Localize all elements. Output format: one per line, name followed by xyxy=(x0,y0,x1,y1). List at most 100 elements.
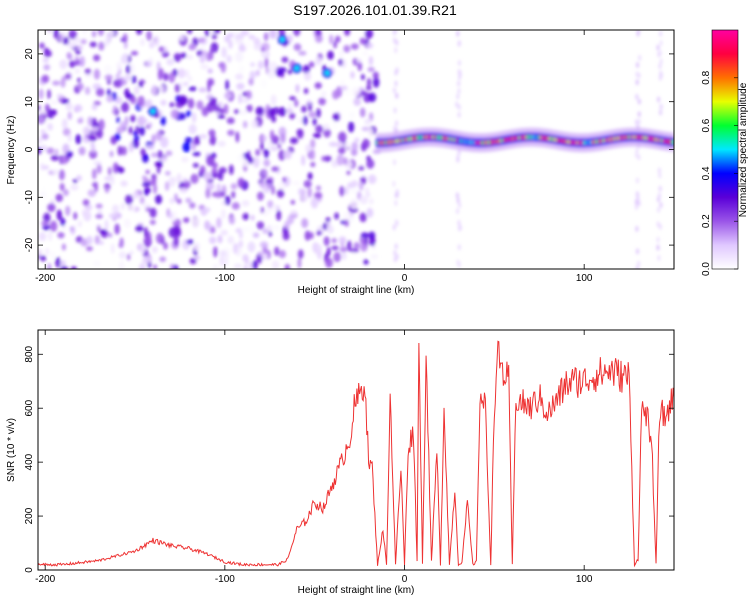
spectrogram-cell xyxy=(183,81,189,87)
spectrogram-cell xyxy=(173,235,179,247)
spectrogram-cell xyxy=(302,64,310,75)
spectrogram-cell xyxy=(215,191,222,199)
spectrogram-cell xyxy=(266,224,272,233)
spectrogram-cell xyxy=(248,225,255,235)
spectrogram-cell xyxy=(288,102,292,109)
spectrogram-cell xyxy=(211,173,219,179)
spectrogram-cell xyxy=(307,99,312,105)
spectrogram-cell xyxy=(160,84,165,95)
spectrogram-cell xyxy=(457,244,461,251)
spectrogram-cell xyxy=(635,177,639,184)
spectrogram-cell xyxy=(394,47,398,54)
spectrogram-cell xyxy=(138,81,144,88)
spectrogram-cell xyxy=(96,164,102,174)
spectrogram-cell xyxy=(323,236,330,247)
spectrogram-cell xyxy=(292,180,301,186)
spectrogram-cell xyxy=(392,87,396,94)
spectrogram-cell xyxy=(658,185,662,192)
spectrogram-cell xyxy=(236,82,245,90)
spectrogram-cell xyxy=(70,266,77,269)
spectrogram-cell xyxy=(393,107,397,114)
spectrogram-cell xyxy=(223,92,233,100)
spectrogram-cell xyxy=(145,60,153,68)
spectrogram-cell xyxy=(52,80,61,86)
spectrogram-cell xyxy=(313,191,323,200)
spectrogram-cell xyxy=(220,62,227,74)
spectrogram-cell xyxy=(169,177,177,182)
spectrogram-cell xyxy=(235,38,243,45)
spectrogram-cell xyxy=(217,114,226,120)
spectrogram-cell xyxy=(392,180,396,187)
spectrogram-cell xyxy=(179,35,185,42)
spectrogram-cell xyxy=(245,90,252,100)
spectrogram-cell xyxy=(144,189,149,196)
spectrogram-cell xyxy=(395,92,399,99)
snr-x-ticks: -200 -100 0 100 xyxy=(35,330,593,585)
spectrogram-cell xyxy=(97,30,105,36)
spectrogram-cell xyxy=(59,183,65,191)
spectrogram-cell xyxy=(83,210,92,222)
spectrogram-cell xyxy=(256,221,265,230)
spectrogram-cell xyxy=(360,243,368,252)
spectrogram-cell xyxy=(137,95,145,107)
spectrogram-cell xyxy=(268,230,273,237)
spectrogram-cell xyxy=(637,30,641,35)
spectrogram-cell xyxy=(277,69,283,76)
spectrogram-cell xyxy=(359,177,367,182)
spectrogram-cell xyxy=(49,220,58,232)
spectrogram-cell xyxy=(150,152,160,158)
spectrogram-cell xyxy=(236,153,245,163)
spectrogram-cell xyxy=(457,219,461,226)
spectrogram-cell xyxy=(257,207,261,218)
spectrogram-cell xyxy=(127,203,136,213)
spectrogram-cell xyxy=(191,217,201,229)
spectrogram-cell xyxy=(158,67,165,80)
spectrogram-cell xyxy=(325,257,333,268)
spectrogram-cell xyxy=(327,50,334,60)
spectrogram-cell xyxy=(262,211,269,216)
spectrogram-cell xyxy=(657,254,661,261)
spectrogram-x-tick-label: -200 xyxy=(35,273,55,284)
spectrogram-cell xyxy=(182,142,191,153)
spectrogram-cell xyxy=(238,93,243,104)
spectrogram-cell xyxy=(457,261,461,268)
spectrogram-cell xyxy=(656,244,660,251)
spectrogram-cell xyxy=(457,104,461,111)
spectrogram-cell xyxy=(227,129,235,136)
spectrogram-y-tick-label: 10 xyxy=(24,96,35,108)
spectrogram-cell xyxy=(166,58,175,66)
spectrogram-cell xyxy=(47,262,52,269)
spectrogram-cell xyxy=(91,117,97,127)
spectrogram-cell xyxy=(331,245,339,251)
spectrogram-cell xyxy=(120,146,127,156)
spectrogram-cell xyxy=(393,256,397,263)
spectrogram-cell xyxy=(348,121,355,133)
spectrogram-cell xyxy=(196,100,204,110)
spectrogram-cell xyxy=(129,114,136,123)
spectrogram-cell xyxy=(220,208,226,220)
spectrogram-cell xyxy=(457,59,461,66)
spectrogram-cell xyxy=(363,259,369,265)
spectrogram-cell xyxy=(329,34,334,45)
spectrogram-cell xyxy=(658,49,662,56)
spectrogram-cell xyxy=(186,239,194,245)
spectrogram-cell xyxy=(331,159,339,168)
spectrogram-cell xyxy=(366,207,374,218)
colorbar-tick-label: 0.6 xyxy=(701,118,712,132)
spectrogram-cell xyxy=(635,79,639,86)
spectrogram-cell xyxy=(635,71,639,78)
spectrogram-cell xyxy=(70,184,79,191)
spectrogram-cell xyxy=(217,121,223,133)
spectrogram-cell xyxy=(59,59,68,70)
spectrogram-cell xyxy=(143,154,149,160)
spectrogram-cell xyxy=(121,102,130,113)
spectrogram-cell xyxy=(231,202,240,210)
spectrogram-cell xyxy=(160,99,167,106)
spectrogram-cell xyxy=(659,201,663,208)
spectrogram-cell xyxy=(38,88,44,100)
spectrogram-cell xyxy=(284,220,291,229)
spectrogram-cell xyxy=(188,124,197,135)
spectrogram-cell xyxy=(78,146,86,156)
spectrogram-cell xyxy=(185,69,190,78)
